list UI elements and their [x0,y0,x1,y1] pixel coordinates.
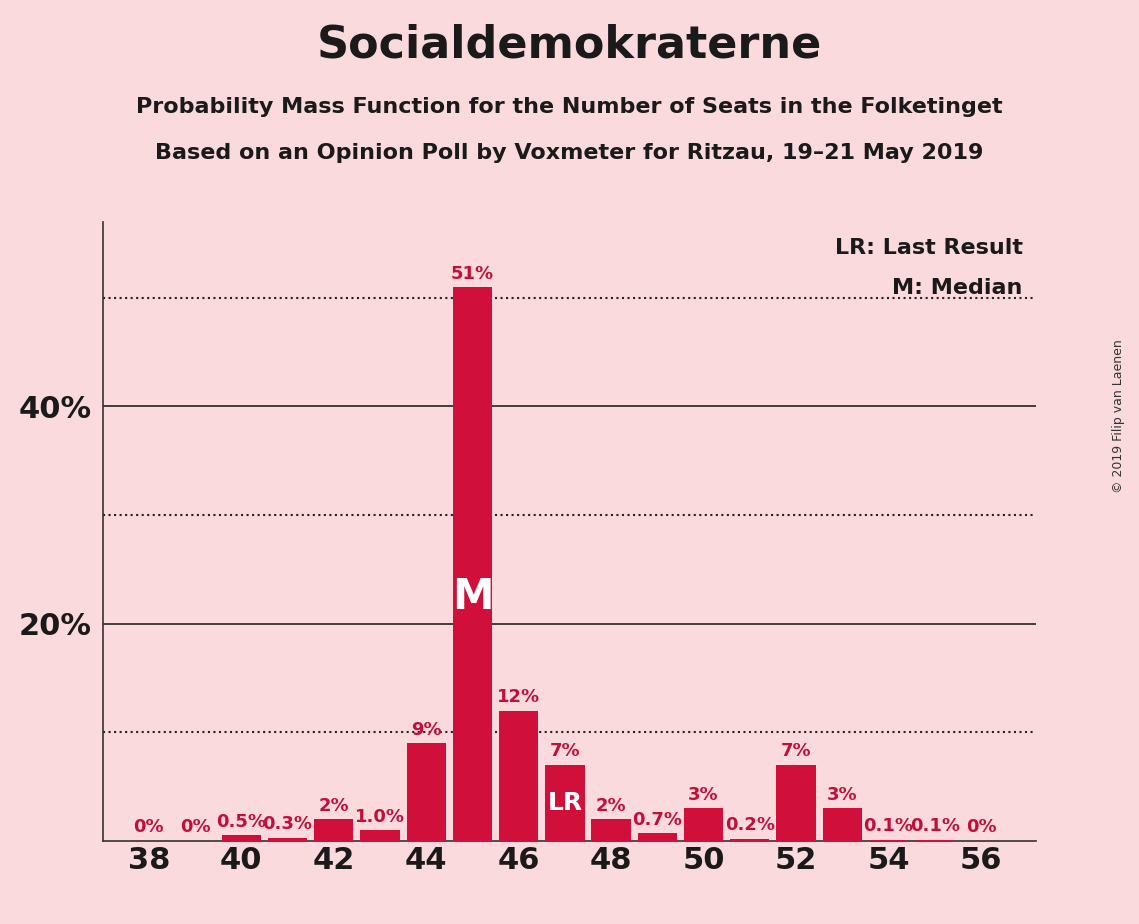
Bar [638,833,677,841]
Bar [314,819,353,841]
Text: LR: Last Result: LR: Last Result [835,238,1023,258]
Text: 0%: 0% [133,819,164,836]
Text: Based on an Opinion Poll by Voxmeter for Ritzau, 19–21 May 2019: Based on an Opinion Poll by Voxmeter for… [155,143,984,164]
Bar [915,840,954,841]
Bar [730,839,770,841]
Bar [407,743,445,841]
Text: 1.0%: 1.0% [355,808,405,826]
Text: M: M [452,577,493,618]
Bar [869,840,908,841]
Text: 0.1%: 0.1% [863,818,913,835]
Bar [591,819,631,841]
Text: 51%: 51% [451,264,494,283]
Text: 9%: 9% [411,721,442,739]
Text: 12%: 12% [497,688,540,706]
Text: 2%: 2% [319,796,349,815]
Text: 0.1%: 0.1% [910,818,960,835]
Bar [546,765,584,841]
Text: © 2019 Filip van Laenen: © 2019 Filip van Laenen [1112,339,1125,492]
Bar [777,765,816,841]
Bar [499,711,539,841]
Text: Probability Mass Function for the Number of Seats in the Folketinget: Probability Mass Function for the Number… [137,97,1002,117]
Bar [268,837,308,841]
Bar [453,287,492,841]
Text: 0%: 0% [966,819,997,836]
Text: LR: LR [548,791,582,815]
Bar [683,808,723,841]
Text: 3%: 3% [827,786,858,804]
Bar [222,835,261,841]
Text: 0.2%: 0.2% [724,816,775,834]
Bar [822,808,862,841]
Text: M: Median: M: Median [892,278,1023,298]
Text: Socialdemokraterne: Socialdemokraterne [317,23,822,67]
Text: 0.7%: 0.7% [632,811,682,829]
Bar [360,830,400,841]
Text: 7%: 7% [549,743,580,760]
Text: 0.5%: 0.5% [216,813,267,831]
Text: 3%: 3% [688,786,719,804]
Text: 0.3%: 0.3% [262,815,312,833]
Text: 2%: 2% [596,796,626,815]
Text: 7%: 7% [780,743,811,760]
Text: 0%: 0% [180,819,211,836]
